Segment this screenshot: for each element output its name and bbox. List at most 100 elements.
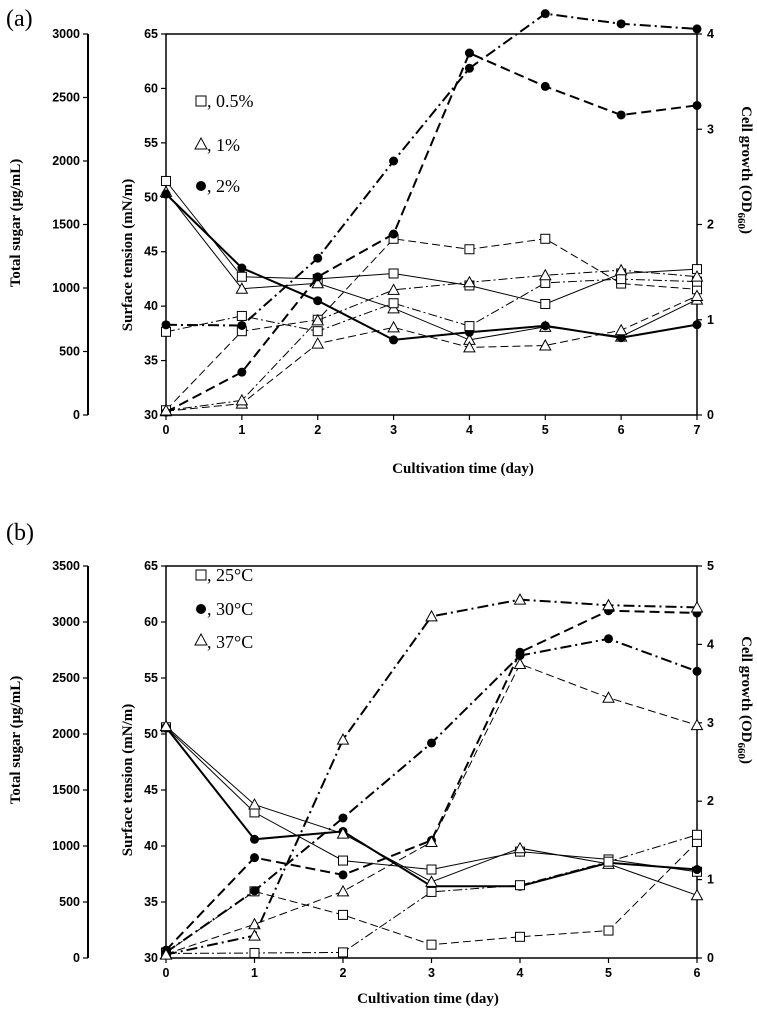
- surface-tension-tick-label: 50: [144, 190, 158, 204]
- surface-tension-tick-label: 35: [144, 354, 158, 368]
- total-sugar-tick-label: 500: [59, 895, 80, 909]
- data-point-square: [338, 855, 348, 866]
- data-point-circle: [692, 666, 702, 676]
- surface-tension-tick-label: 60: [144, 615, 158, 629]
- ylabel-right-a: Cell growth (OD660): [735, 106, 754, 234]
- plot-layer: 0 1 2 3 4 5 6 730354045505560650123405001000150…: [52, 9, 714, 980]
- data-point-square: [540, 298, 551, 309]
- data-point-triangle: [248, 917, 261, 930]
- data-point-circle: [250, 834, 259, 844]
- data-point-circle: [313, 296, 323, 306]
- data-point-circle: [616, 19, 626, 29]
- total-sugar-tick-label: 500: [59, 345, 80, 359]
- data-point-square: [464, 244, 475, 255]
- plot-frame: [165, 565, 698, 959]
- data-point-triangle: [387, 283, 400, 295]
- total-sugar-tick-label: 3500: [52, 559, 80, 573]
- legend-b-label-2: , 37°C: [207, 632, 253, 652]
- data-point-square: [426, 939, 437, 950]
- ylabel-left-b: Total sugar (μg/mL): [8, 676, 24, 805]
- data-point-triangle: [513, 841, 527, 854]
- data-point-square: [388, 268, 399, 279]
- x-tick-label: 0: [163, 423, 170, 437]
- data-point-triangle: [248, 798, 261, 810]
- surface-tension-tick-label: 55: [144, 671, 158, 685]
- cell-growth-tick-label: 3: [707, 122, 714, 136]
- x-tick-label: 0: [163, 966, 170, 980]
- cell-growth-tick-label: 2: [707, 218, 714, 232]
- cell-growth-tick-label: 2: [707, 794, 714, 808]
- data-point-square: [338, 947, 348, 958]
- data-point-circle: [161, 320, 171, 330]
- data-point-circle: [427, 738, 436, 748]
- legend-a-item-0: , 0.5%: [195, 91, 254, 111]
- legend-a-label-0: , 0.5%: [207, 91, 254, 111]
- data-point-triangle: [614, 263, 628, 276]
- data-point-circle: [692, 865, 702, 875]
- legend-a-circle-icon: [196, 181, 206, 191]
- x-tick-label: 1: [251, 966, 258, 980]
- data-point-triangle: [159, 948, 173, 960]
- legend-b-item-0: , 25°C: [195, 565, 253, 585]
- data-point-triangle: [336, 827, 350, 839]
- data-point-triangle: [235, 393, 249, 406]
- series-line-cell-growth: [165, 238, 698, 411]
- data-point-circle: [313, 272, 323, 282]
- data-point-square: [236, 271, 247, 282]
- data-point-square: [616, 274, 627, 285]
- total-sugar-tick-label: 3000: [52, 27, 80, 41]
- data-point-triangle: [463, 340, 476, 353]
- data-point-triangle: [614, 323, 628, 336]
- legend-b-square-icon: [195, 569, 207, 581]
- surface-tension-tick-label: 65: [144, 27, 158, 41]
- data-point-square: [388, 298, 399, 309]
- panel-label-a: (a): [6, 6, 33, 32]
- surface-tension-tick-label: 55: [144, 136, 158, 150]
- data-point-triangle: [159, 404, 173, 416]
- legend-a-label-1: , 1%: [207, 135, 240, 155]
- cell-growth-tick-label: 1: [707, 873, 714, 887]
- surface-tension-tick-label: 40: [144, 839, 158, 853]
- surface-tension-tick-label: 30: [144, 951, 158, 965]
- data-point-circle: [540, 9, 550, 19]
- legend-a: , 0.5% , 1% , 2%: [194, 91, 254, 196]
- data-point-circle: [540, 321, 550, 331]
- data-point-circle: [464, 63, 474, 73]
- series-line-total-sugar: [165, 269, 698, 412]
- data-point-triangle: [690, 888, 704, 901]
- data-point-triangle: [602, 691, 615, 703]
- legend-b-triangle-icon: [194, 632, 208, 646]
- data-point-triangle: [690, 600, 704, 613]
- x-tick-label: 6: [618, 423, 625, 437]
- x-tick-label: 3: [390, 423, 397, 437]
- data-point-square: [692, 829, 702, 840]
- data-point-square: [236, 310, 247, 321]
- data-point-triangle: [690, 270, 704, 282]
- data-point-circle: [338, 813, 348, 823]
- series-line-surface-tension: [165, 193, 698, 341]
- cell-growth-tick-label: 4: [707, 637, 714, 651]
- data-point-circle: [616, 333, 626, 343]
- data-point-circle: [313, 253, 323, 263]
- total-sugar-tick-label: 2500: [52, 671, 80, 685]
- data-point-square: [515, 931, 525, 942]
- data-point-circle: [161, 189, 171, 199]
- series-line-cell-growth: [165, 663, 698, 955]
- xlabel-b: Cultivation time (day): [357, 991, 499, 1007]
- data-point-square: [603, 856, 614, 867]
- total-sugar-tick-label: 1500: [52, 218, 80, 232]
- data-point-triangle: [159, 719, 173, 732]
- data-point-triangle: [513, 593, 527, 605]
- data-point-square: [540, 233, 551, 244]
- cell-growth-tick-label: 3: [707, 716, 714, 730]
- panel-label-b: (b): [6, 520, 34, 546]
- data-point-circle: [464, 48, 474, 58]
- data-point-circle: [338, 870, 348, 880]
- total-sugar-tick-label: 1500: [52, 783, 80, 797]
- data-point-square: [312, 326, 323, 337]
- total-sugar-tick-label: 2000: [52, 727, 80, 741]
- legend-a-label-2: , 2%: [207, 176, 240, 196]
- x-tick-label: 6: [694, 966, 701, 980]
